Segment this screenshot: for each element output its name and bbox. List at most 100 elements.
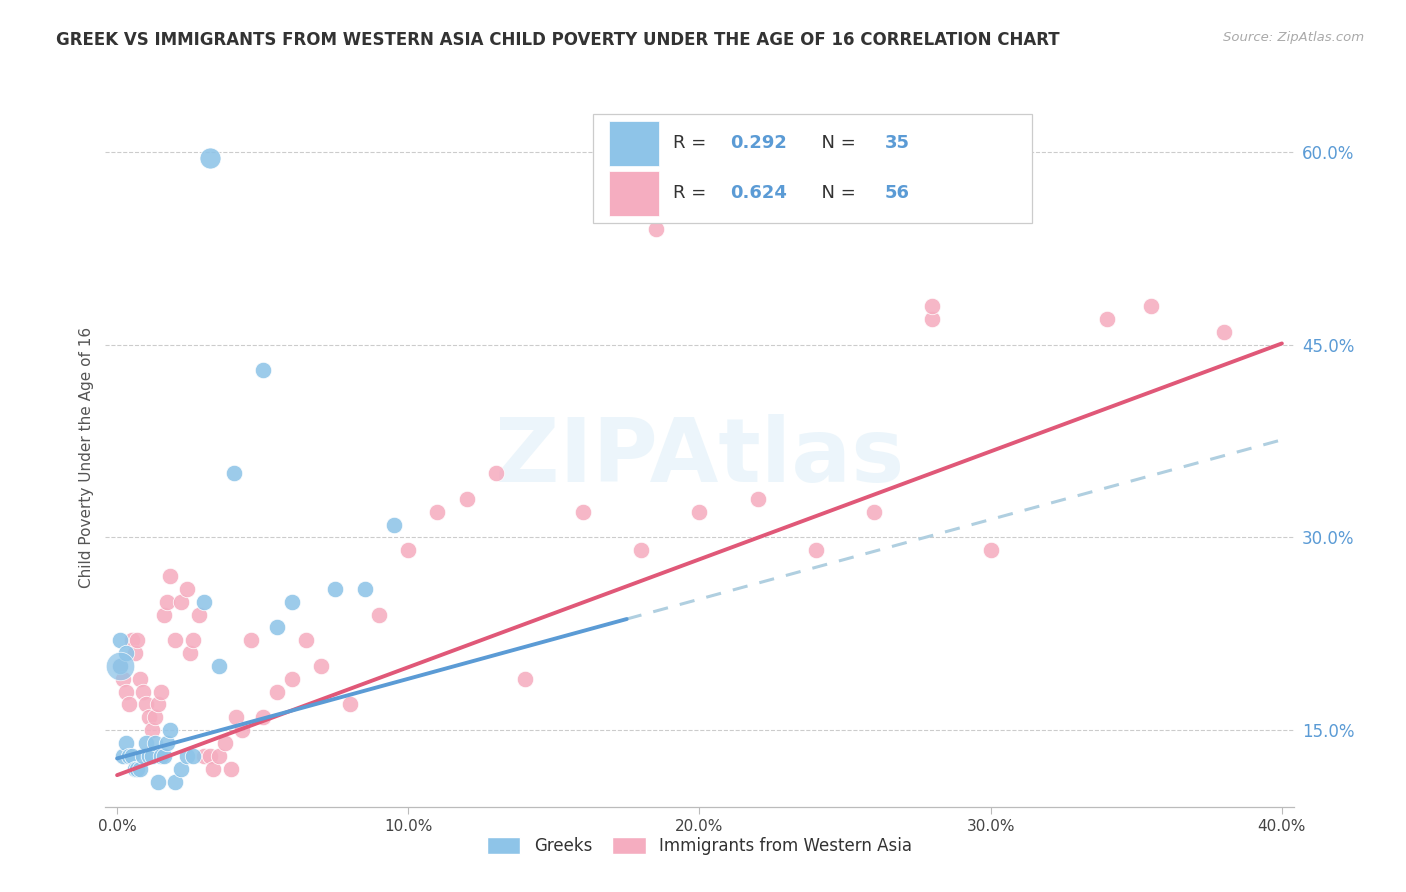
Point [219,762,242,776]
Point [132,748,155,763]
Point [149,748,172,763]
Point [202,762,225,776]
Point [200,748,222,763]
Point [382,517,405,532]
Point [114,684,136,698]
Point [181,633,204,648]
Point [141,723,163,738]
Point [921,312,943,326]
Point [181,748,204,763]
Text: ZIPAtlas: ZIPAtlas [495,414,904,500]
Point [108,633,131,648]
Point [688,505,710,519]
Point [295,633,318,648]
Point [121,633,143,648]
Point [485,467,508,481]
Point [231,723,253,738]
Point [557,813,579,827]
Point [187,607,209,622]
Point [141,748,163,763]
Point [176,582,198,596]
Text: 0.624: 0.624 [730,185,787,202]
Text: 56: 56 [884,185,910,202]
Point [281,595,304,609]
Point [124,646,146,660]
Point [214,736,236,750]
Y-axis label: Child Poverty Under the Age of 16: Child Poverty Under the Age of 16 [79,326,94,588]
FancyBboxPatch shape [592,114,1032,223]
Point [165,774,187,789]
Point [124,762,146,776]
Text: N =: N = [810,185,862,202]
Point [152,748,174,763]
Point [132,684,155,698]
Point [165,633,187,648]
Point [111,672,134,686]
Point [138,710,160,724]
Point [127,633,149,648]
Point [747,491,769,506]
Point [339,698,361,712]
Point [863,505,886,519]
Point [121,748,143,763]
Point [129,672,152,686]
Point [170,595,193,609]
Point [456,491,478,506]
Point [155,595,177,609]
Point [135,698,157,712]
Point [1140,299,1163,313]
Point [513,672,536,686]
Point [208,659,231,673]
Point [108,659,131,673]
Text: N =: N = [810,135,862,153]
Point [485,813,508,827]
Point [176,748,198,763]
Point [129,762,152,776]
Point [644,222,666,236]
Point [146,698,169,712]
Point [114,646,136,660]
Point [143,736,166,750]
Point [127,762,149,776]
Point [193,748,215,763]
Point [1212,325,1234,339]
Point [325,582,347,596]
Point [118,748,141,763]
Point [368,607,391,622]
Point [252,363,274,377]
Point [426,505,449,519]
Point [159,723,181,738]
Point [266,684,288,698]
Text: R =: R = [673,135,713,153]
Text: GREEK VS IMMIGRANTS FROM WESTERN ASIA CHILD POVERTY UNDER THE AGE OF 16 CORRELAT: GREEK VS IMMIGRANTS FROM WESTERN ASIA CH… [56,31,1060,49]
Point [353,582,375,596]
Point [108,659,131,673]
Point [179,646,201,660]
Point [281,672,304,686]
Text: 0.292: 0.292 [730,135,787,153]
Point [114,736,136,750]
Point [980,543,1002,558]
Legend: Greeks, Immigrants from Western Asia: Greeks, Immigrants from Western Asia [481,830,918,862]
Point [252,710,274,724]
Point [138,748,160,763]
Point [222,467,245,481]
Text: R =: R = [673,185,713,202]
Point [135,736,157,750]
Point [146,774,169,789]
Point [396,543,419,558]
Point [193,595,215,609]
Point [208,748,231,763]
Point [111,748,134,763]
Point [149,684,172,698]
Point [266,620,288,634]
Point [921,299,943,313]
Bar [609,170,659,216]
Bar [609,120,659,166]
Point [1095,312,1118,326]
Point [200,152,222,166]
Point [170,762,193,776]
Point [143,710,166,724]
Point [309,659,332,673]
Point [240,633,263,648]
